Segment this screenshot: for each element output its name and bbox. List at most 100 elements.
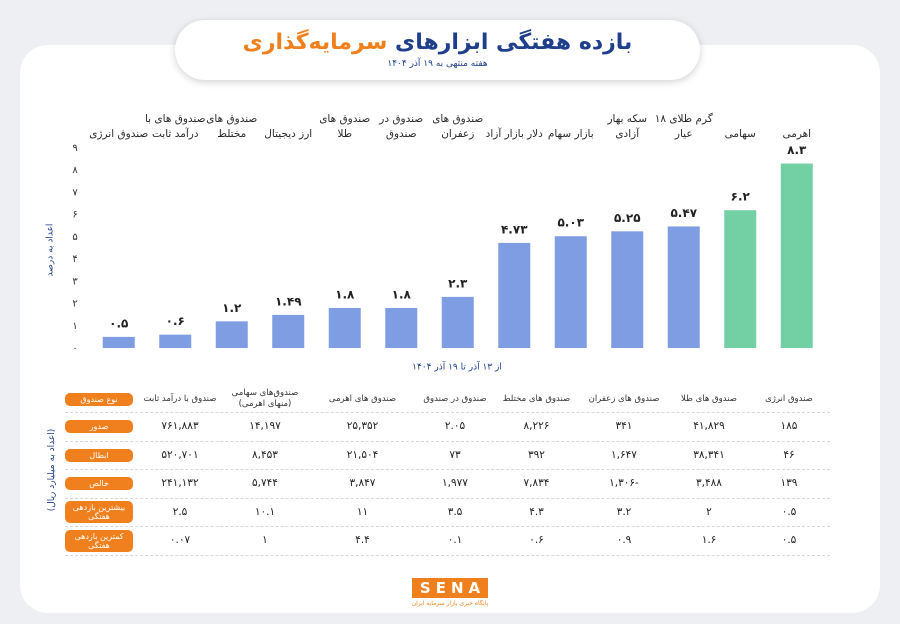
title-highlight: سرمایه‌گذاری bbox=[242, 30, 388, 55]
data-label: ۵.۲۵ bbox=[614, 211, 641, 225]
table-note: (اعداد به میلیارد ریال) bbox=[47, 428, 57, 512]
table-cell: ۳۴۱ bbox=[615, 420, 633, 433]
y-axis-label: اعداد به درصد bbox=[46, 224, 56, 277]
data-label: ۸.۳ bbox=[787, 143, 807, 157]
bar bbox=[667, 226, 700, 348]
table-row: خالص ۱۳۹ ۳,۴۸۸ -۱,۳۰۶ ۷,۸۳۴ ۱,۹۷۷ ۳,۸۴۷ ۵,۷۴۴ ۲۴… bbox=[65, 470, 830, 499]
table-row: صدور ۱۸۵ ۴۱,۸۲۹ ۳۴۱ ۸,۲۲۶ ۲.۰۵ ۲۵,۳۵۲ ۱۴,۱۹۷ ۷۶۱… bbox=[65, 413, 830, 442]
x-tick-label: صندوق های مختلط bbox=[206, 113, 258, 140]
data-label: ۶.۲ bbox=[731, 190, 751, 204]
table-cell: ۳,۸۴۷ bbox=[349, 477, 376, 490]
table-cell: ۰.۹ bbox=[616, 534, 632, 547]
x-axis-label: از ۱۳ آذر تا ۱۹ آذر ۱۴۰۴ bbox=[412, 361, 502, 373]
column-header: صندوق‌های سهامی (منهای اهرمی) bbox=[231, 388, 299, 409]
data-label: ۱.۸ bbox=[392, 288, 412, 302]
table-cell: ۵۲۰,۷۰۱ bbox=[161, 448, 199, 461]
table-cell: ۲۴۱,۱۳۲ bbox=[161, 477, 199, 490]
table-cell: ۴.۴ bbox=[355, 534, 370, 547]
row-label: کمترین بازدهی هفتگی bbox=[65, 529, 133, 552]
table-cell: -۱,۳۰۶ bbox=[609, 477, 639, 490]
y-tick-label: ۹ bbox=[72, 143, 77, 154]
bar bbox=[554, 236, 587, 348]
bar bbox=[102, 336, 135, 348]
column-header: صندوق های زعفران bbox=[588, 393, 660, 404]
x-tick-label: ارز دیجیتال bbox=[264, 128, 313, 140]
x-tick-label: صندوق های زعفران bbox=[432, 113, 484, 140]
table-cell: ۱۸۵ bbox=[780, 420, 798, 433]
row-label: صدور bbox=[65, 420, 133, 434]
title-pill: بازده هفتگی ابزارهای سرمایه‌گذاری هفته م… bbox=[175, 20, 700, 80]
y-tick-label: ۲ bbox=[72, 299, 77, 310]
table-cell: ۴.۳ bbox=[529, 505, 544, 518]
data-label: ۴.۷۳ bbox=[501, 222, 528, 236]
table-cell: ۳,۴۸۸ bbox=[696, 477, 722, 490]
table-cell: ۸,۴۵۳ bbox=[252, 448, 278, 461]
bar bbox=[780, 163, 813, 348]
table-cell: ۱,۶۴۷ bbox=[611, 448, 637, 461]
table-cell: ۳۸,۳۴۱ bbox=[693, 448, 725, 461]
row-label: بیشترین بازدهی هفتگی bbox=[65, 501, 133, 524]
x-tick-label: سکه بهار آزادی bbox=[607, 113, 648, 140]
table-cell: ۳۹۲ bbox=[528, 448, 545, 461]
table-cell: ۳.۵ bbox=[447, 505, 463, 518]
table-cell: ۴۱,۸۲۹ bbox=[693, 420, 725, 433]
table-cell: ۲۱,۵۰۴ bbox=[346, 448, 379, 461]
bar bbox=[272, 314, 305, 348]
bar bbox=[385, 308, 418, 348]
row-label: نوع صندوق bbox=[65, 392, 133, 406]
data-label: ۱.۸ bbox=[335, 288, 355, 302]
bar bbox=[215, 321, 248, 348]
y-tick-label: ۶ bbox=[72, 210, 77, 221]
table-cell: ۰.۶ bbox=[529, 534, 544, 547]
table-cell: ۲ bbox=[706, 505, 712, 518]
title: بازده هفتگی ابزارهای سرمایه‌گذاری bbox=[175, 30, 700, 55]
data-label: ۰.۶ bbox=[166, 314, 185, 328]
logo-mark: SENA bbox=[411, 578, 489, 598]
x-tick-label: گرم طلای ۱۸ عیار bbox=[654, 113, 713, 140]
table-cell: ۷۶۱,۸۸۳ bbox=[161, 420, 199, 433]
row-label: ابطال bbox=[65, 448, 133, 462]
subtitle: هفته منتهی به ۱۹ آذر ۱۴۰۴ bbox=[387, 59, 488, 69]
table-cell: ۰.۵ bbox=[781, 505, 797, 518]
bar bbox=[498, 242, 531, 348]
table-row: کمترین بازدهی هفتگی ۰.۵ ۱.۶ ۰.۹ ۰.۶ ۰.۱ ۴.۴ ۱ ۰.… bbox=[65, 527, 830, 556]
table-cell: ۱ bbox=[262, 534, 268, 547]
y-tick-label: ۳ bbox=[72, 276, 78, 287]
row-label: خالص bbox=[65, 477, 133, 491]
table-cell: ۱۳۹ bbox=[780, 477, 798, 490]
table-row: بیشترین بازدهی هفتگی ۰.۵ ۲ ۳.۲ ۴.۳ ۳.۵ ۱۱ ۱۰.۱ ۲… bbox=[65, 499, 830, 527]
x-tick-label: صندوق در صندوق bbox=[379, 113, 424, 140]
title-text: بازده هفتگی ابزارهای bbox=[395, 30, 633, 55]
table-cell: ۱۱ bbox=[356, 505, 369, 518]
column-header: صندوق های طلا bbox=[681, 393, 737, 404]
table-cell: ۱۴,۱۹۷ bbox=[249, 420, 281, 433]
table-cell: ۱,۹۷۷ bbox=[442, 477, 468, 490]
bar bbox=[441, 296, 474, 348]
bar bbox=[724, 210, 757, 348]
bar bbox=[611, 231, 644, 348]
y-tick-label: ۸ bbox=[72, 165, 78, 176]
column-header: صندوق در صندوق bbox=[423, 393, 487, 404]
table-cell: ۳.۲ bbox=[616, 505, 632, 518]
column-header: صندوق های مختلط bbox=[502, 393, 571, 404]
x-tick-label: اهرمی bbox=[782, 128, 812, 140]
table-cell: ۲.۵ bbox=[172, 505, 188, 518]
x-tick-label: سهامی bbox=[724, 128, 756, 140]
data-label: ۲.۳ bbox=[448, 276, 468, 290]
x-tick-label: صندوق های طلا bbox=[319, 113, 371, 140]
table: نوع صندوق صندوق انرژی صندوق های طلا صندوق ه… bbox=[65, 386, 830, 556]
y-tick-label: ۰ bbox=[72, 343, 77, 354]
data-label: ۱.۲ bbox=[222, 301, 242, 315]
y-tick-label: ۱ bbox=[72, 321, 77, 332]
table-cell: ۵,۷۴۴ bbox=[252, 477, 278, 490]
x-tick-label: صندوق انرژی bbox=[89, 128, 149, 140]
table-cell: ۱.۶ bbox=[701, 534, 717, 547]
data-label: ۱.۴۹ bbox=[275, 294, 302, 308]
table-cell: ۰.۰۷ bbox=[169, 534, 191, 547]
table-cell: ۷,۸۳۴ bbox=[523, 477, 550, 490]
x-tick-label: دلار بازار آزاد bbox=[485, 128, 543, 140]
table-cell: ۲.۰۵ bbox=[444, 420, 466, 433]
data-label: ۵.۴۷ bbox=[670, 206, 697, 220]
table-cell: ۰.۵ bbox=[781, 534, 797, 547]
data-label: ۵.۰۳ bbox=[557, 216, 584, 230]
